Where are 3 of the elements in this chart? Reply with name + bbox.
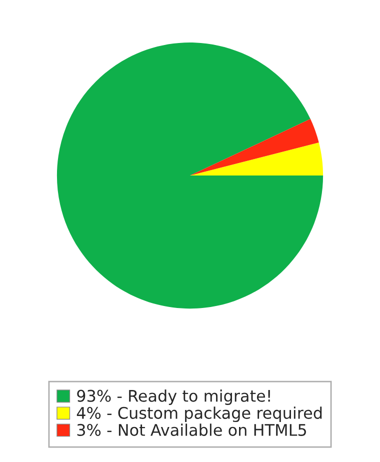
- legend-label: 93% - Ready to migrate!: [77, 390, 270, 405]
- legend-label: 4% - Custom package required: [76, 406, 322, 422]
- legend-label: 3% - Not Available on HTML5: [77, 424, 306, 436]
